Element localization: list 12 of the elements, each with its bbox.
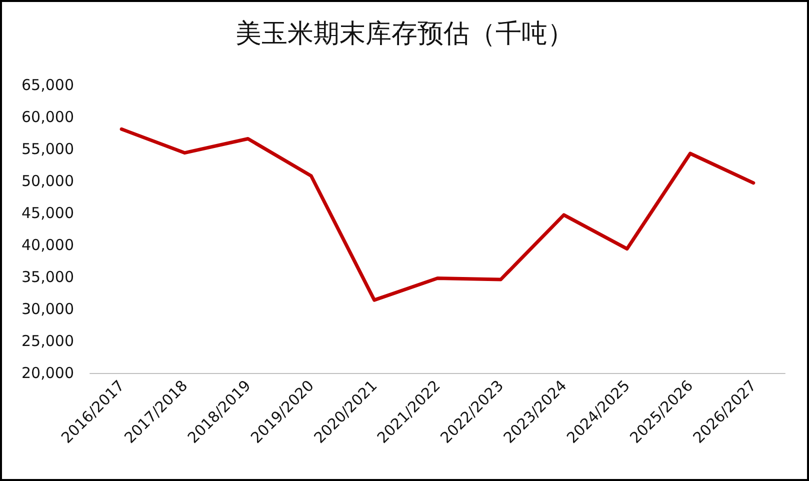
- y-tick-label: 25,000: [22, 332, 74, 350]
- y-tick-label: 20,000: [22, 364, 74, 382]
- y-tick-label: 45,000: [22, 204, 74, 222]
- y-tick-label: 30,000: [22, 300, 74, 318]
- line-series: [120, 127, 756, 302]
- y-tick-label: 35,000: [22, 268, 74, 286]
- chart-title: 美玉米期末库存预估（千吨）: [236, 19, 574, 49]
- y-tick-label: 50,000: [22, 172, 74, 190]
- y-tick-label: 60,000: [22, 108, 74, 126]
- y-tick-label: 40,000: [22, 236, 74, 254]
- y-tick-label: 65,000: [22, 76, 74, 94]
- y-tick-label: 55,000: [22, 140, 74, 158]
